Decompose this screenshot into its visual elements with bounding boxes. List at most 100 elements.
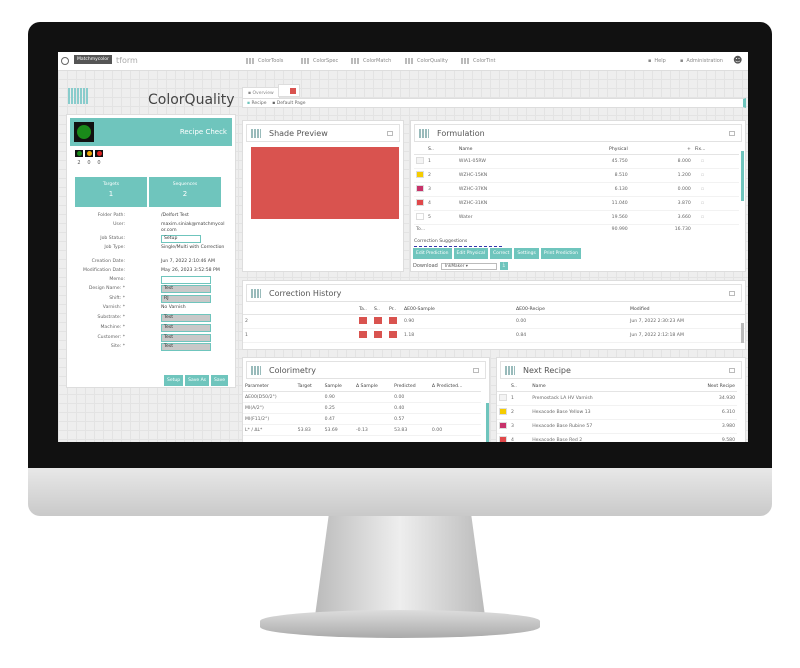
scrollbar[interactable] [741,151,744,201]
save-button[interactable]: Save [211,375,229,386]
panel-title: Colorimetry [269,365,316,375]
table-row[interactable]: MI(A/2°) 0.25 0.40 [243,402,481,414]
de-sample: 0.90 [402,314,514,329]
de-recipe: 0.00 [514,314,628,329]
correction-suggestions[interactable]: Correction Suggestions [414,239,502,247]
scrollbar[interactable] [486,403,489,442]
fix-checkbox[interactable]: ▫ [692,210,739,225]
menu-icon[interactable] [61,57,69,65]
field-input[interactable]: RJ [161,294,211,303]
col-header[interactable]: Sample [322,382,354,392]
col-header[interactable]: Modified [628,305,745,315]
color-swatch [499,422,507,429]
col-header[interactable]: S.. [509,382,531,392]
minimize-icon[interactable] [729,130,735,136]
col-header[interactable]: Next Recipe [669,382,737,392]
save-as-button[interactable]: Save As [185,375,210,386]
subtab-default-page[interactable]: ▪ Default Page [272,101,306,106]
settings-button[interactable]: Settings [514,248,539,259]
minimize-icon[interactable] [387,130,393,136]
table-row[interactable]: 4 WZHC-31KN 11.040 3.870 ▫ [414,196,739,211]
field-input[interactable]: Test [161,343,211,352]
field-input[interactable]: Test [161,285,211,293]
col-header[interactable]: S.. [372,305,387,315]
fix-checkbox[interactable]: ▫ [692,168,739,183]
table-row[interactable]: L* / ΔL* 53.83 53.69 -0.13 53.83 0.00 [243,424,481,436]
nav-colortools[interactable]: ColorTools [246,58,283,64]
col-header[interactable]: Name [456,145,559,155]
fail-count: 0 [95,150,103,166]
cell: MI(A/2°) [243,402,296,414]
col-header[interactable]: S.. [426,145,457,155]
cell: 0.90 [322,391,354,403]
sequences-tile[interactable]: Sequences 2 [149,177,221,207]
table-row[interactable]: 3 Hexacode Base Rubine 57 3.980 [497,419,737,434]
edit-physical-button[interactable]: Edit Physical [453,248,488,259]
nav-colortint[interactable]: ColorTint [461,58,495,64]
col-header[interactable]: Pr.. [387,305,402,315]
color-swatch [387,328,402,343]
col-header[interactable]: Target [295,382,323,392]
field-input[interactable]: Test [161,314,211,323]
field-input[interactable]: Test [161,333,211,342]
table-row[interactable]: 4 Hexacode Base Red 2 9.580 [497,433,737,442]
component-name: WZHC-15KN [456,168,559,183]
col-header[interactable]: Predicted [392,382,430,392]
nav-colorquality[interactable]: ColorQuality [405,58,448,64]
cell: L* / ΔL* [243,424,296,436]
minimize-icon[interactable] [473,367,479,373]
correct-button[interactable]: Correct [489,248,513,259]
edit-prediction-button[interactable]: Edit Prediction [413,248,452,259]
download-icon[interactable]: ⤓ [499,262,508,270]
scrollbar[interactable] [741,323,744,343]
field-label: Modification Date: [83,268,125,273]
minimize-icon[interactable] [729,367,735,373]
field-label: Folder Path: [97,213,125,218]
minimize-icon[interactable] [729,290,735,296]
col-header[interactable]: Parameter [243,382,296,392]
col-header[interactable]: Δ Predicted... [429,382,481,392]
fix-checkbox[interactable]: ▫ [692,154,739,169]
field-input[interactable]: Test [161,323,211,332]
swatch-cell [497,433,509,442]
table-row[interactable]: 1 1.18 0.84 Jun 7, 2022 2:12:18 AM [243,328,745,343]
col-header[interactable]: + [629,145,693,155]
physical-value: 45.750 [558,154,630,169]
cell [429,402,481,414]
table-row[interactable]: 2 WZHC-15KN 8.510 1.200 ▫ [414,168,739,183]
subtab-recipe[interactable]: ▪ Recipe [247,101,267,106]
setup-button[interactable]: Setup [164,375,184,386]
help-link[interactable]: ▪ Help [648,58,666,64]
col-header[interactable]: ΔE00-Recipe [514,305,628,315]
table-row[interactable]: MI(F11/2°) 0.47 0.57 [243,413,481,425]
table-row[interactable]: 5 Water 19.560 3.660 ▫ [414,210,739,225]
col-header[interactable]: ΔE00-Sample [402,305,514,315]
table-row[interactable]: 3 WZHC-37KN 6.130 0.000 ▫ [414,182,739,197]
col-header[interactable]: Δ Sample [353,382,393,392]
swatch-cell [497,419,509,434]
panel-header: Colorimetry [246,361,486,379]
table-row[interactable]: 1 Premostack LA HV Varnish 34.930 [497,391,737,406]
tab-active[interactable] [278,84,300,97]
download-select[interactable]: InkMaker ▾ [440,262,497,270]
memo-input[interactable] [161,276,211,284]
fix-checkbox[interactable]: ▫ [692,196,739,211]
col-header[interactable]: Ta.. [357,305,372,315]
color-swatch [357,328,372,343]
nav-colormatch[interactable]: ColorMatch [351,58,391,64]
col-header[interactable]: Physical [558,145,630,155]
col-header[interactable]: Fix... [692,145,739,155]
administration-link[interactable]: ▪ Administration [680,58,723,64]
table-row[interactable]: 2 Hexacode Base Yellow 13 6.310 [497,405,737,420]
swatch-cell [497,405,509,420]
targets-tile[interactable]: Targets 1 [75,177,147,207]
table-row[interactable]: 2 0.90 0.00 Jun 7, 2022 2:30:23 AM [243,314,745,329]
table-row[interactable]: 1 WIA1-05RW 45.750 8.000 ▫ [414,154,739,169]
print-prediction-button[interactable]: Print Prediction [540,248,581,259]
col-header[interactable]: Name [530,382,670,392]
nav-colorspec[interactable]: ColorSpec [301,58,338,64]
user-icon[interactable]: ☻ [733,56,743,66]
job-status-select[interactable]: Setup [161,235,201,243]
fix-checkbox[interactable]: ▫ [692,182,739,197]
table-row[interactable]: ΔE00(D50/2°) 0.90 0.00 [243,391,481,403]
